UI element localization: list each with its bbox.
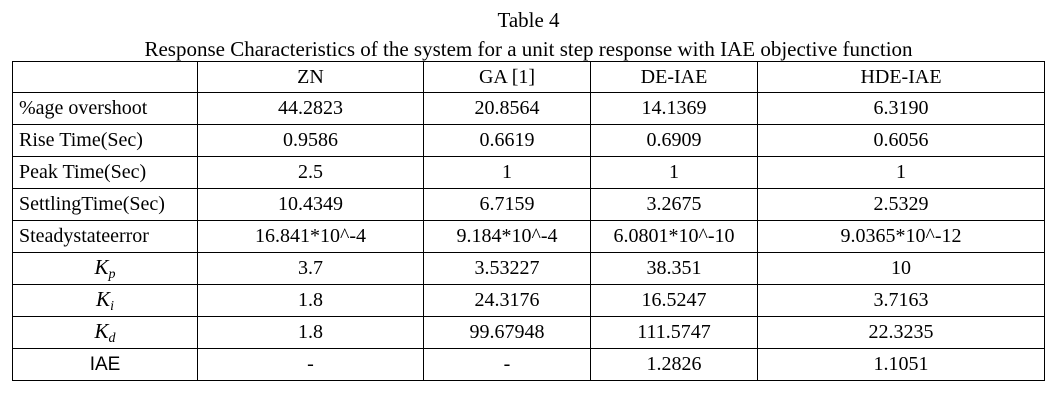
table-cell: 14.1369 [590,92,758,125]
table-number: Table 4 [497,8,560,32]
table-cell: 1 [757,156,1045,189]
table-cell: 3.7163 [757,284,1045,317]
header-row: ZN GA [1] DE-IAE HDE-IAE [12,61,1045,93]
row-label: SettlingTime(Sec) [12,188,198,221]
row-label: Peak Time(Sec) [12,156,198,189]
table-cell: 9.184*10^-4 [423,220,591,253]
row-label-iae: IAE [12,348,198,381]
row-label: %age overshoot [12,92,198,125]
table-cell: 10.4349 [197,188,424,221]
row-label: Steadystateerror [12,220,198,253]
table-cell: - [423,348,591,381]
table-row: Rise Time(Sec) 0.9586 0.6619 0.6909 0.60… [12,124,1045,157]
table-row: IAE - - 1.2826 1.1051 [12,348,1045,381]
table-cell: 1.1051 [757,348,1045,381]
table-cell: 1.2826 [590,348,758,381]
table-row: Ki 1.8 24.3176 16.5247 3.7163 [12,284,1045,317]
table-row: %age overshoot 44.2823 20.8564 14.1369 6… [12,92,1045,125]
table-cell: 3.7 [197,252,424,285]
table-cell: 2.5329 [757,188,1045,221]
table-cell: 1 [590,156,758,189]
table-row: Kp 3.7 3.53227 38.351 10 [12,252,1045,285]
row-label-kd: Kd [12,316,198,349]
table-row: Steadystateerror 16.841*10^-4 9.184*10^-… [12,220,1045,253]
table-cell: 16.841*10^-4 [197,220,424,253]
header-cell-empty [12,61,198,93]
row-label-kp: Kp [12,252,198,285]
gain-symbol: Kd [94,318,116,346]
table-cell: 10 [757,252,1045,285]
table-cell: 3.53227 [423,252,591,285]
table-cell: 0.9586 [197,124,424,157]
table-cell: 9.0365*10^-12 [757,220,1045,253]
header-cell-ga: GA [1] [423,61,591,93]
table-cell: 99.67948 [423,316,591,349]
row-label-ki: Ki [12,284,198,317]
header-cell-hde-iae: HDE-IAE [757,61,1045,93]
table-cell: 6.7159 [423,188,591,221]
table-cell: - [197,348,424,381]
table-cell: 22.3235 [757,316,1045,349]
table-cell: 3.2675 [590,188,758,221]
header-cell-zn: ZN [197,61,424,93]
table-row: SettlingTime(Sec) 10.4349 6.7159 3.2675 … [12,188,1045,221]
table-cell: 24.3176 [423,284,591,317]
table-cell: 44.2823 [197,92,424,125]
table-cell: 0.6909 [590,124,758,157]
table-cell: 1 [423,156,591,189]
table-cell: 1.8 [197,284,424,317]
table-cell: 0.6619 [423,124,591,157]
table-cell: 6.0801*10^-10 [590,220,758,253]
table-cell: 0.6056 [757,124,1045,157]
table-title: Response Characteristics of the system f… [144,37,913,61]
header-cell-de-iae: DE-IAE [590,61,758,93]
table-cell: 20.8564 [423,92,591,125]
table-cell: 6.3190 [757,92,1045,125]
table-cell: 38.351 [590,252,758,285]
table-cell: 2.5 [197,156,424,189]
results-table: ZN GA [1] DE-IAE HDE-IAE %age overshoot … [12,61,1045,381]
table-row: Peak Time(Sec) 2.5 1 1 1 [12,156,1045,189]
gain-symbol: Kp [94,254,116,282]
row-label: Rise Time(Sec) [12,124,198,157]
table-cell: 16.5247 [590,284,758,317]
gain-symbol: Ki [96,286,114,314]
table-cell: 111.5747 [590,316,758,349]
table-row: Kd 1.8 99.67948 111.5747 22.3235 [12,316,1045,349]
table-cell: 1.8 [197,316,424,349]
